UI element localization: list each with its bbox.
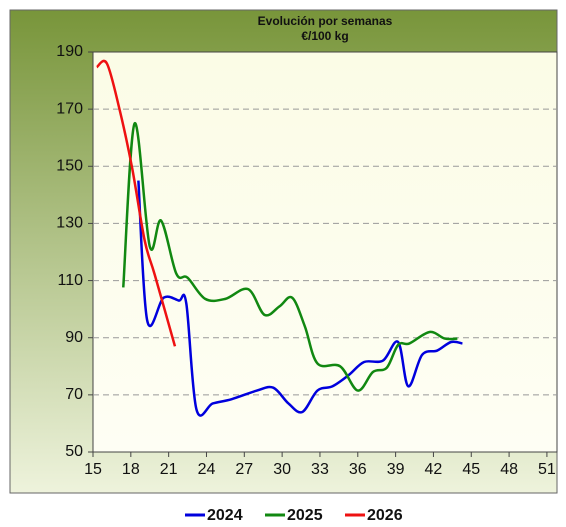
y-tick-label: 190: [56, 43, 83, 60]
x-tick-label: 18: [122, 461, 140, 478]
x-tick-label: 45: [462, 461, 480, 478]
x-tick-label: 30: [273, 461, 291, 478]
y-tick-label: 50: [65, 443, 83, 460]
plot-area: [92, 51, 558, 453]
y-tick-label: 110: [57, 272, 83, 289]
chart-title: Evolución por semanas: [258, 14, 393, 28]
legend-label: 2026: [367, 507, 403, 522]
x-tick-label: 42: [425, 461, 443, 478]
x-tick-label: 21: [160, 461, 178, 478]
x-tick-label: 27: [235, 461, 253, 478]
x-tick-label: 51: [538, 461, 556, 478]
x-tick-label: 15: [84, 461, 102, 478]
chart-subtitle: €/100 kg: [301, 29, 348, 43]
line-series: [95, 59, 177, 347]
line-series: [137, 180, 463, 417]
y-tick-label: 90: [65, 329, 83, 346]
legend-label: 2024: [207, 507, 243, 522]
y-tick-label: 150: [56, 158, 83, 175]
x-tick-label: 24: [198, 461, 216, 478]
line-series: [122, 122, 458, 392]
x-tick-label: 36: [349, 461, 367, 478]
x-tick-label: 33: [311, 461, 329, 478]
y-tick-label: 170: [56, 100, 83, 117]
x-tick-label: 39: [387, 461, 405, 478]
y-tick-label: 130: [56, 215, 83, 232]
x-tick-label: 48: [500, 461, 518, 478]
legend-label: 2025: [287, 507, 323, 522]
y-tick-label: 70: [65, 386, 83, 403]
